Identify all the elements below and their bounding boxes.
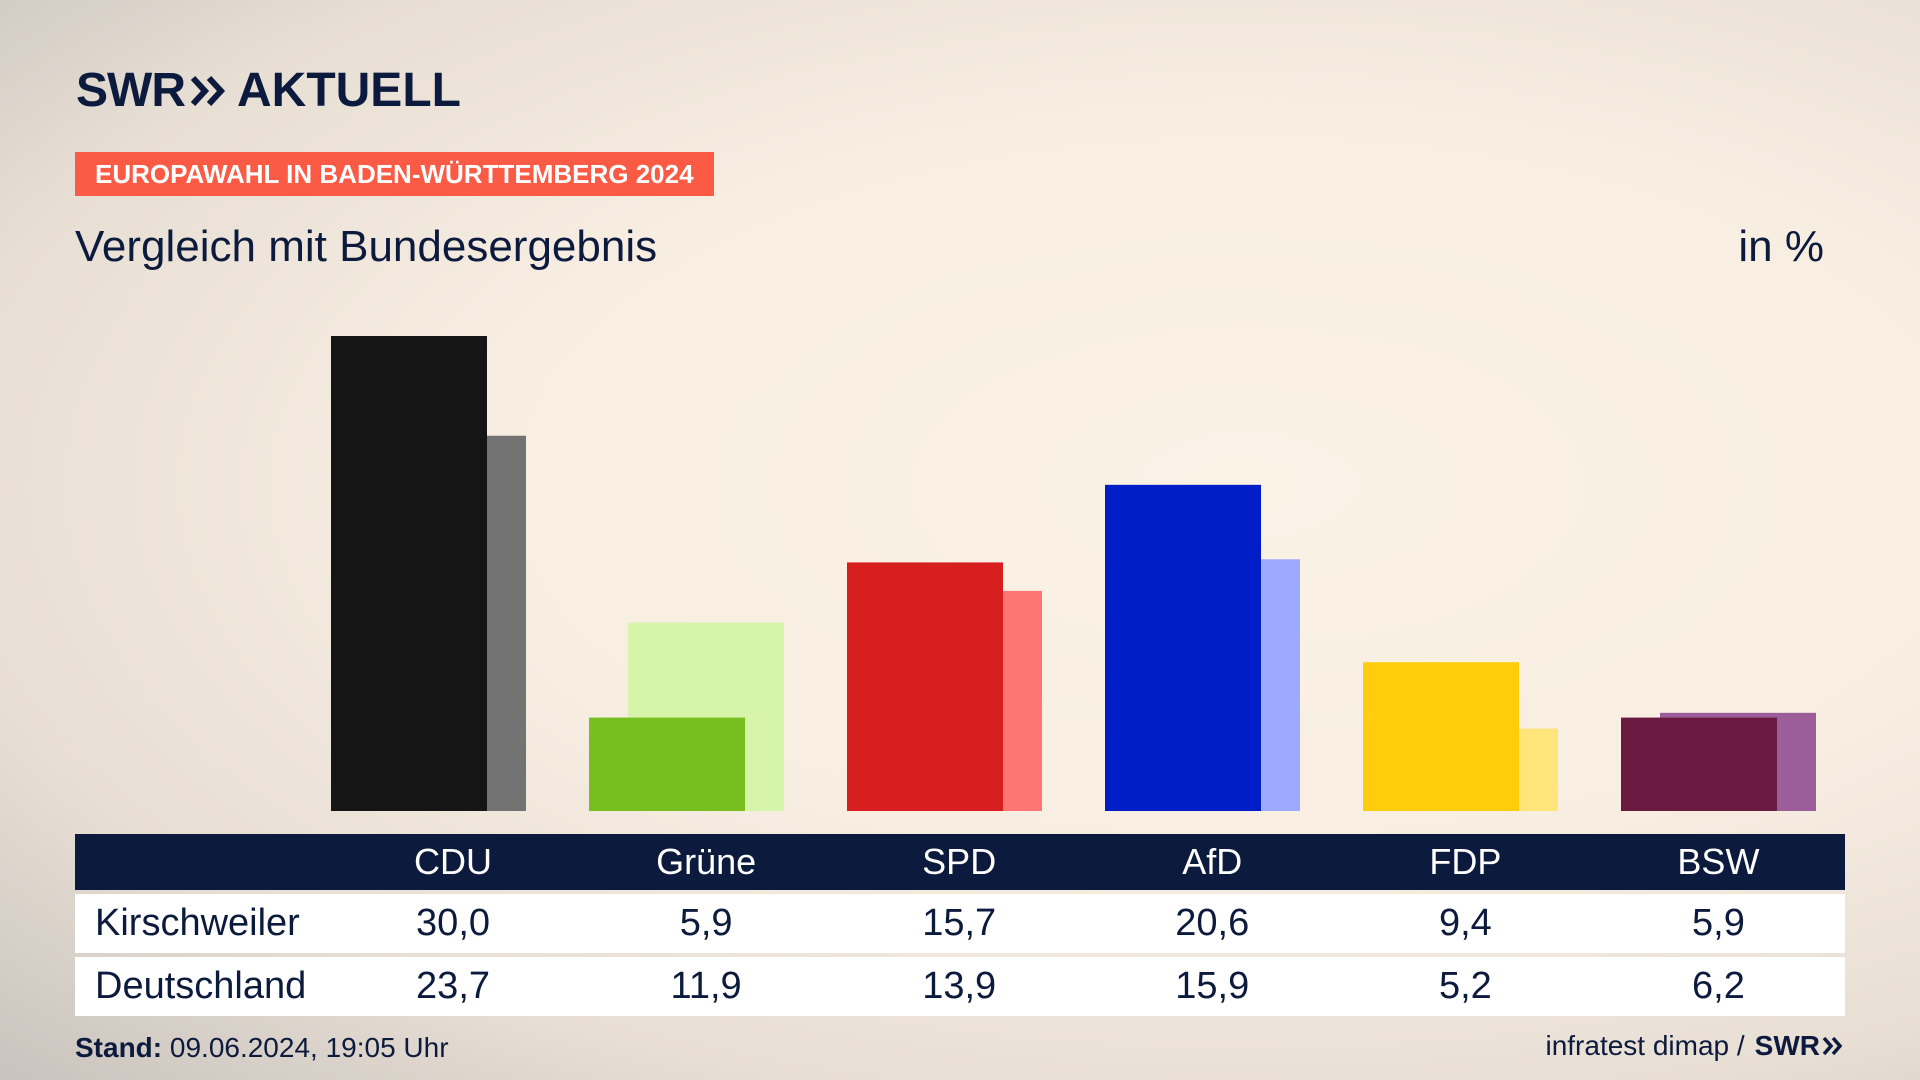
source-credit: infratest dimap / SWR [1545,1030,1844,1062]
row-label: Kirschweiler [95,902,300,944]
bar-deutschland-cdu [487,435,526,811]
table-cell: 11,9 [670,965,742,1007]
table-cell: 5,2 [1438,965,1492,1007]
table-cell: 5,9 [1692,902,1745,944]
table-cell: 15,7 [922,902,997,944]
table-cell: 9,4 [1438,902,1492,944]
header-afd: AfD [1182,841,1243,882]
table-cell: 15,9 [1175,965,1250,1007]
table-cell: 30,0 [416,902,491,944]
timestamp: Stand: 09.06.2024, 19:05 Uhr [75,1032,449,1064]
table-row: Deutschland 23,7 11,9 13,9 15,9 5,2 6,2 [75,957,1845,1016]
stand-label: Stand: [75,1032,163,1063]
double-chevron-icon [1822,1036,1843,1056]
bar-deutschland-bsw [1660,712,1816,811]
swr-aktuell-logo: SWR AKTUELL [76,66,461,116]
bar-deutschland-afd [1261,559,1300,811]
logo-swr-text: SWR [76,64,186,117]
table-cell: 5,9 [679,902,733,944]
bar-kirschweiler-afd [1105,484,1261,811]
table-cell: 23,7 [416,965,491,1007]
bar-kirschweiler-fdp [1363,662,1519,811]
row-label: Deutschland [95,965,307,1007]
stand-value: 09.06.2024, 19:05 Uhr [162,1032,449,1063]
double-chevron-icon [190,75,226,107]
header-gruene: Grüne [656,841,757,882]
source-text: infratest dimap / [1545,1030,1745,1061]
header-spd: SPD [922,841,997,882]
table-row: Kirschweiler 30,0 5,9 15,7 20,6 9,4 5,9 [75,894,1845,953]
table-cell: 13,9 [922,965,997,1007]
bar-kirschweiler-grüne [589,717,745,811]
election-banner: EUROPAWAHL IN BADEN-WÜRTTEMBERG 2024 [75,152,714,196]
bar-deutschland-fdp [1519,728,1558,811]
table-header: CDU Grüne SPD AfD FDP BSW [75,834,1845,890]
table-cell: 20,6 [1175,902,1250,944]
header-fdp: FDP [1429,841,1502,882]
unit-label: in % [1738,222,1824,271]
table-cell: 6,2 [1692,965,1745,1007]
swr-small-logo-text: SWR [1754,1030,1820,1061]
bar-deutschland-spd [1003,590,1042,811]
results-table: CDU Grüne SPD AfD FDP BSW Kirschweiler 3… [75,834,1845,1016]
chart-subtitle: Vergleich mit Bundesergebnis [75,222,658,271]
bar-kirschweiler-bsw [1621,717,1777,811]
logo-aktuell-text: AKTUELL [236,64,461,117]
bar-kirschweiler-spd [847,562,1003,811]
bar-kirschweiler-cdu [331,336,487,811]
header-bsw: BSW [1677,841,1760,882]
bar-deutschland-grüne [628,622,784,811]
header-cdu: CDU [414,841,493,882]
